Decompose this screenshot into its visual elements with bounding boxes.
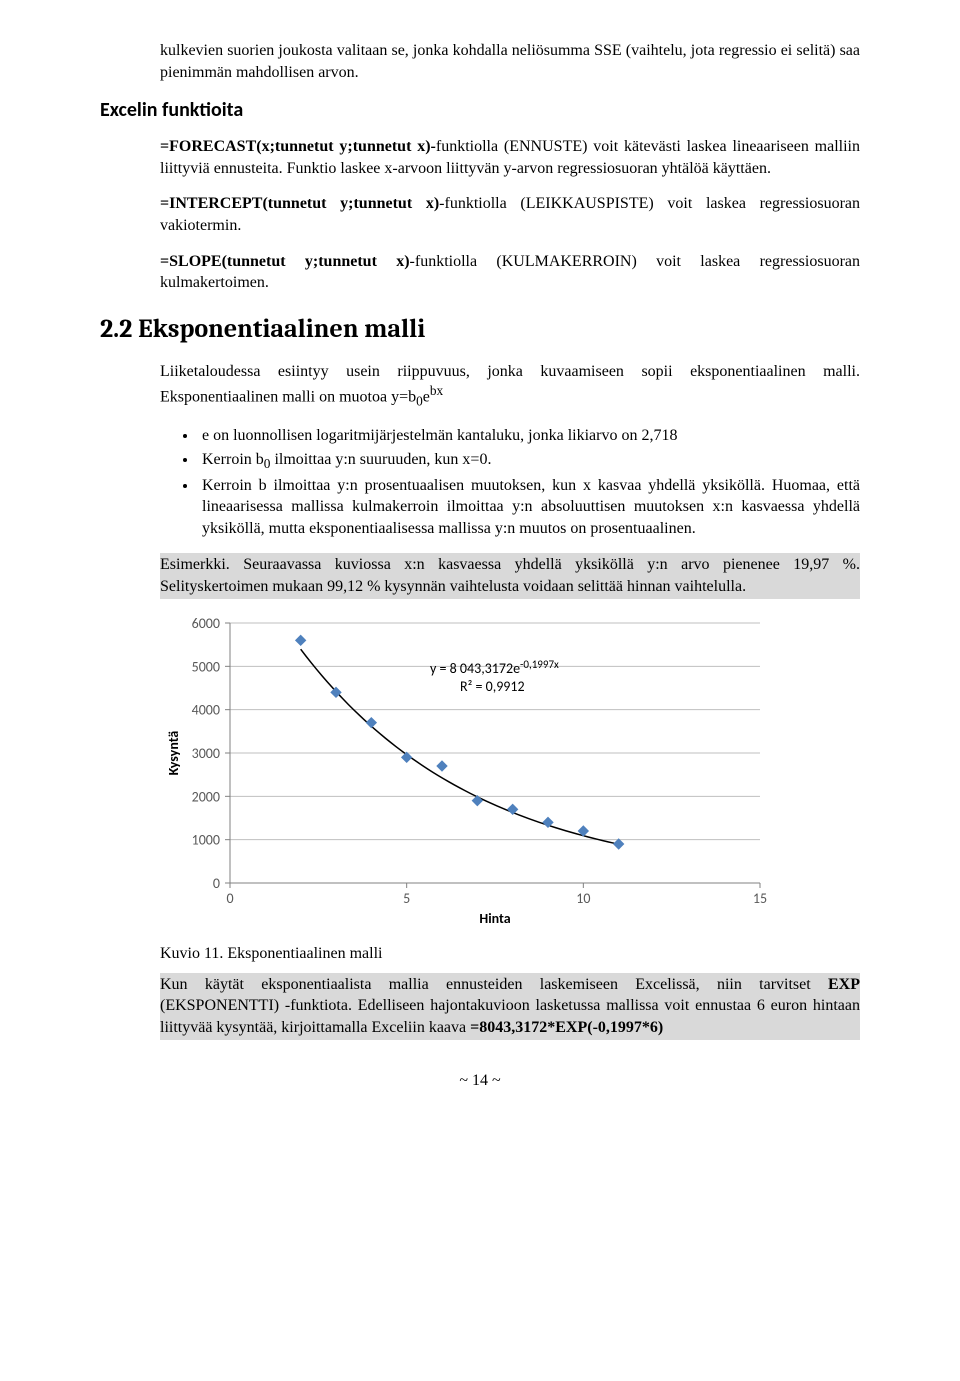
- svg-text:3000: 3000: [192, 745, 220, 762]
- svg-text:R² = 0,9912: R² = 0,9912: [460, 678, 525, 695]
- list-item: Kerroin b ilmoittaa y:n prosentuaalisen …: [198, 475, 860, 540]
- closing-a: Kun käytät eksponentiaalista mallia ennu…: [160, 976, 828, 993]
- bullet-text: e on luonnollisen logaritmijärjestelmän …: [202, 427, 677, 444]
- svg-text:5: 5: [403, 890, 410, 907]
- closing-d: =8043,3172*EXP(-0,1997*6): [470, 1019, 663, 1036]
- page-footer: ~ 14 ~: [100, 1070, 860, 1092]
- intercept-paragraph: =INTERCEPT(tunnetut y;tunnetut x)-funkti…: [160, 193, 860, 236]
- bullet-list: e on luonnollisen logaritmijärjestelmän …: [198, 425, 860, 540]
- figure-caption: Kuvio 11. Eksponentiaalinen malli: [160, 943, 860, 965]
- intercept-bold: =INTERCEPT(tunnetut y;tunnetut x): [160, 195, 439, 212]
- bullet-text: ilmoittaa y:n suuruuden, kun x=0.: [270, 451, 491, 468]
- forecast-paragraph: =FORECAST(x;tunnetut y;tunnetut x)-funkt…: [160, 136, 860, 179]
- svg-text:0: 0: [213, 875, 220, 892]
- closing-paragraph: Kun käytät eksponentiaalista mallia ennu…: [160, 973, 860, 1040]
- chart-svg: 0 1000 2000 3000 4000 5000 6000 0 5 10 15 y = 8 043…: [160, 613, 780, 923]
- bullet-text: Kerroin b: [202, 451, 264, 468]
- list-item: e on luonnollisen logaritmijärjestelmän …: [198, 425, 860, 447]
- svg-text:5000: 5000: [192, 658, 220, 675]
- intro-paragraph: kulkevien suorien joukosta valitaan se, …: [160, 40, 860, 83]
- list-item: Kerroin b0 ilmoittaa y:n suuruuden, kun …: [198, 449, 860, 473]
- p1-a: Liiketaloudessa esiintyy usein riippuvuu…: [160, 363, 860, 406]
- p1-b: e: [423, 389, 430, 406]
- slope-bold: =SLOPE(tunnetut y;tunnetut x): [160, 253, 410, 270]
- closing-b: EXP: [828, 976, 860, 993]
- svg-text:2000: 2000: [192, 788, 220, 805]
- slope-paragraph: =SLOPE(tunnetut y;tunnetut x)-funktiolla…: [160, 251, 860, 294]
- p1-sub1: 0: [416, 394, 423, 409]
- svg-text:10: 10: [576, 890, 590, 907]
- p1-sup: bx: [430, 383, 443, 398]
- svg-text:1000: 1000: [192, 831, 220, 848]
- forecast-bold: =FORECAST(x;tunnetut y;tunnetut x)-: [160, 138, 436, 155]
- model-intro-paragraph: Liiketaloudessa esiintyy usein riippuvuu…: [160, 361, 860, 411]
- svg-text:4000: 4000: [192, 701, 220, 718]
- svg-text:15: 15: [753, 890, 767, 907]
- svg-text:0: 0: [226, 890, 233, 907]
- section-label: Excelin funktioita: [100, 97, 860, 124]
- svg-text:Kysyntä: Kysyntä: [165, 730, 182, 775]
- heading: 2.2 Eksponentiaalinen malli: [100, 312, 860, 347]
- svg-text:6000: 6000: [192, 615, 220, 632]
- bullet-text: Kerroin b ilmoittaa y:n prosentuaalisen …: [202, 477, 860, 537]
- chart: 0 1000 2000 3000 4000 5000 6000 0 5 10 15 y = 8 043…: [160, 613, 860, 930]
- svg-text:y = 8 043,3172e-0,1997x: y = 8 043,3172e-0,1997x: [430, 658, 559, 677]
- svg-text:Hinta: Hinta: [479, 910, 510, 923]
- example-paragraph: Esimerkki. Seuraavassa kuviossa x:n kasv…: [160, 553, 860, 598]
